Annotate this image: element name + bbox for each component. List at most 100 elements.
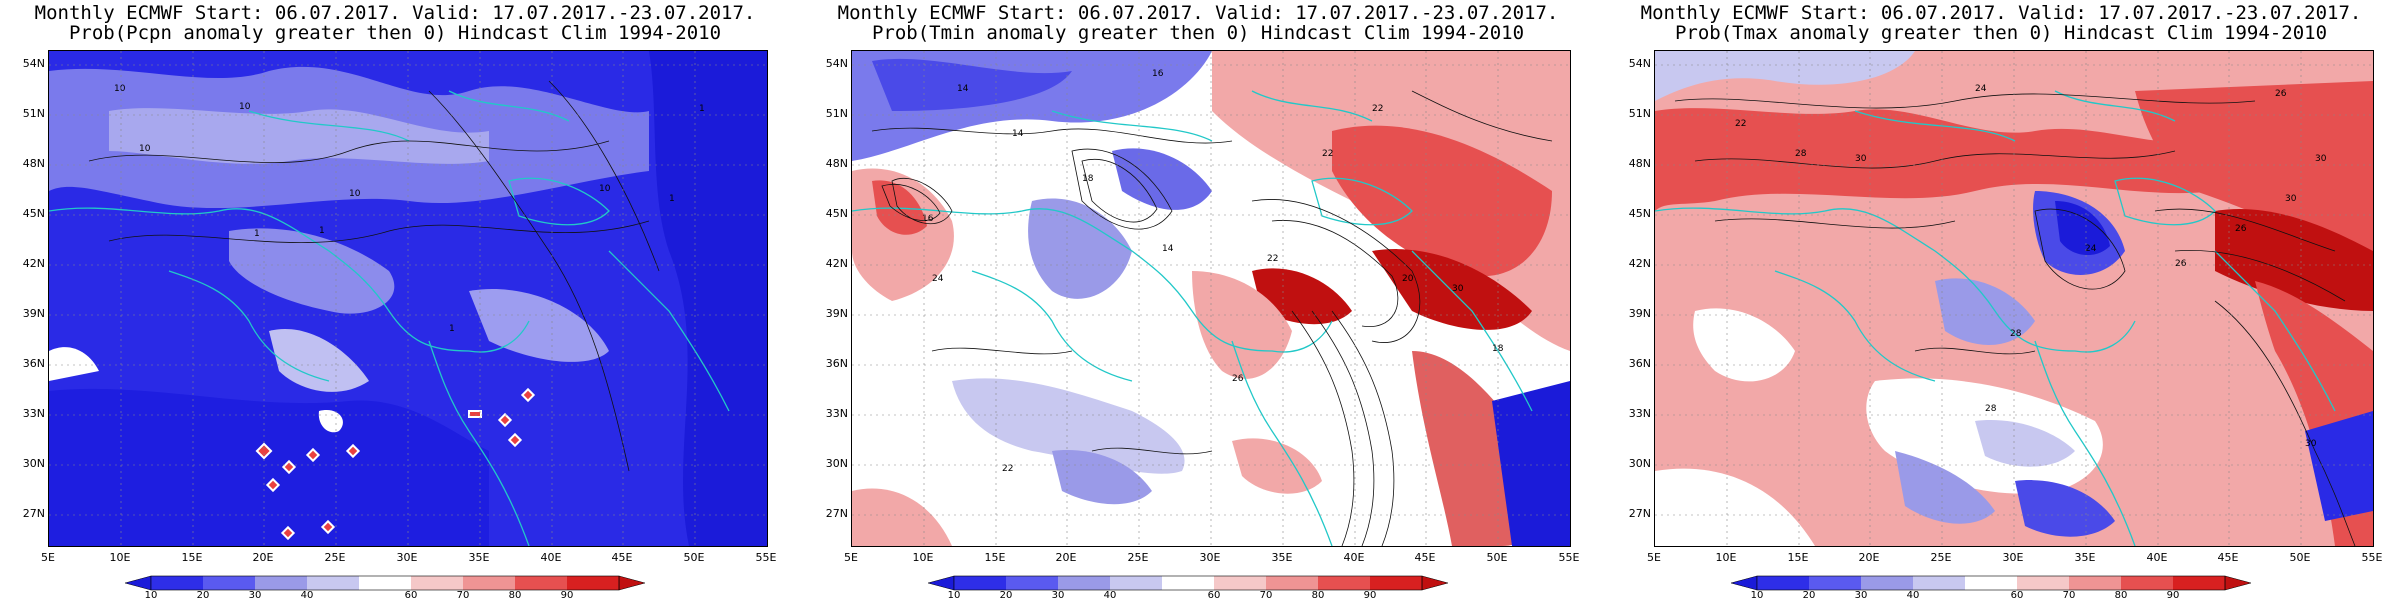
colorbar — [927, 575, 1449, 591]
contour-label: 30 — [1452, 284, 1464, 294]
lat-label: 45N — [22, 207, 45, 220]
lat-label: 27N — [22, 507, 45, 520]
lon-label: 15E — [181, 551, 203, 564]
colorbar — [124, 575, 646, 591]
colorbar-label: 80 — [2114, 590, 2128, 601]
colorbar-label: 60 — [404, 590, 418, 601]
lat-label: 48N — [1628, 157, 1651, 170]
contour-label: 10 — [349, 189, 361, 199]
high-probability-marks — [255, 387, 536, 541]
lon-label: 55E — [1558, 551, 1580, 564]
colorbar-label: 70 — [2062, 590, 2076, 601]
lon-label: 55E — [2361, 551, 2383, 564]
lon-label: 50E — [2289, 551, 2311, 564]
colorbar-label: 60 — [2010, 590, 2024, 601]
colorbar-label: 40 — [1103, 590, 1117, 601]
lat-label: 27N — [1628, 507, 1651, 520]
colorbar-label: 20 — [196, 590, 210, 601]
contour-label: 26 — [1232, 374, 1244, 384]
contour-label: 1 — [449, 324, 455, 334]
lon-label: 45E — [611, 551, 633, 564]
contour-label: 14 — [957, 84, 969, 94]
colorbar-label: 30 — [1854, 590, 1868, 601]
lat-label: 51N — [825, 107, 848, 120]
colorbar-label: 20 — [1802, 590, 1816, 601]
lat-label: 36N — [1628, 357, 1651, 370]
contour-label: 14 — [1012, 129, 1024, 139]
lat-label: 45N — [825, 207, 848, 220]
lat-label: 30N — [22, 457, 45, 470]
contour-label: 16 — [1152, 69, 1164, 79]
panel-title-line2: Prob(Pcpn anomaly greater then 0) Hindca… — [68, 22, 722, 44]
contour-label: 22 — [1372, 104, 1383, 114]
lon-label: 15E — [1787, 551, 1809, 564]
tmin-panel: Monthly ECMWF Start: 06.07.2017. Valid: … — [808, 0, 1588, 601]
lat-label: 54N — [1628, 57, 1651, 70]
colorbar-label: 30 — [248, 590, 262, 601]
lon-label: 5E — [41, 551, 55, 564]
lon-label: 30E — [2002, 551, 2024, 564]
colorbar-label: 90 — [560, 590, 574, 601]
lat-label: 42N — [1628, 257, 1651, 270]
colorbar-label: 30 — [1051, 590, 1065, 601]
lat-label: 36N — [22, 357, 45, 370]
contour-label: 24 — [1975, 84, 1987, 94]
tmin-probability-map: 14 14 16 22 22 18 16 14 22 20 24 22 26 1… — [851, 50, 1571, 547]
contour-label: 30 — [2315, 154, 2327, 164]
lon-label: 20E — [1858, 551, 1880, 564]
contour-label: 24 — [2085, 244, 2097, 254]
contour-label: 30 — [2285, 194, 2297, 204]
colorbar-label: 20 — [999, 590, 1013, 601]
lon-label: 35E — [468, 551, 490, 564]
colorbar-label: 40 — [1906, 590, 1920, 601]
panel-title-line1: Monthly ECMWF Start: 06.07.2017. Valid: … — [1640, 2, 2362, 24]
colorbar-label: 70 — [1259, 590, 1273, 601]
lat-label: 30N — [1628, 457, 1651, 470]
lat-label: 48N — [22, 157, 45, 170]
colorbar-label: 60 — [1207, 590, 1221, 601]
lat-label: 27N — [825, 507, 848, 520]
lon-label: 10E — [912, 551, 934, 564]
contour-label: 14 — [1162, 244, 1174, 254]
lon-label: 40E — [1343, 551, 1365, 564]
contour-label: 1 — [254, 229, 260, 239]
panel-title-line2: Prob(Tmin anomaly greater then 0) Hindca… — [871, 22, 1525, 44]
colorbar-label: 40 — [300, 590, 314, 601]
contour-label: 10 — [239, 102, 251, 112]
contour-label: 16 — [922, 214, 934, 224]
lon-label: 45E — [1414, 551, 1436, 564]
lon-label: 25E — [1127, 551, 1149, 564]
contour-label: 1 — [319, 226, 325, 236]
pcpn-panel: Monthly ECMWF Start: 06.07.2017. Valid: … — [5, 0, 785, 601]
contour-label: 26 — [2235, 224, 2247, 234]
lon-label: 35E — [1271, 551, 1293, 564]
contour-label: 30 — [1855, 154, 1867, 164]
lon-label: 10E — [109, 551, 131, 564]
lat-label: 39N — [22, 307, 45, 320]
panel-title-line1: Monthly ECMWF Start: 06.07.2017. Valid: … — [34, 2, 756, 24]
colorbar — [1730, 575, 2252, 591]
contour-label: 24 — [932, 274, 944, 284]
tmax-panel: Monthly ECMWF Start: 06.07.2017. Valid: … — [1611, 0, 2391, 601]
contour-label: 18 — [1492, 344, 1504, 354]
contour-label: 22 — [1267, 254, 1278, 264]
lat-label: 51N — [1628, 107, 1651, 120]
contour-label: 20 — [1402, 274, 1414, 284]
colorbar-label: 10 — [144, 590, 158, 601]
contour-label: 22 — [1002, 464, 1013, 474]
colorbar-label: 80 — [1311, 590, 1325, 601]
lat-label: 48N — [825, 157, 848, 170]
lon-label: 50E — [683, 551, 705, 564]
contour-label: 1 — [699, 104, 705, 114]
lat-label: 33N — [825, 407, 848, 420]
lon-label: 50E — [1486, 551, 1508, 564]
lat-label: 30N — [825, 457, 848, 470]
lat-label: 54N — [22, 57, 45, 70]
lon-label: 25E — [324, 551, 346, 564]
contour-label: 22 — [1735, 119, 1746, 129]
lat-label: 51N — [22, 107, 45, 120]
lat-label: 42N — [825, 257, 848, 270]
pcpn-probability-map: 10 10 10 1 1 1 10 10 1 1 — [48, 50, 768, 547]
lat-label: 39N — [1628, 307, 1651, 320]
lon-label: 5E — [1647, 551, 1661, 564]
